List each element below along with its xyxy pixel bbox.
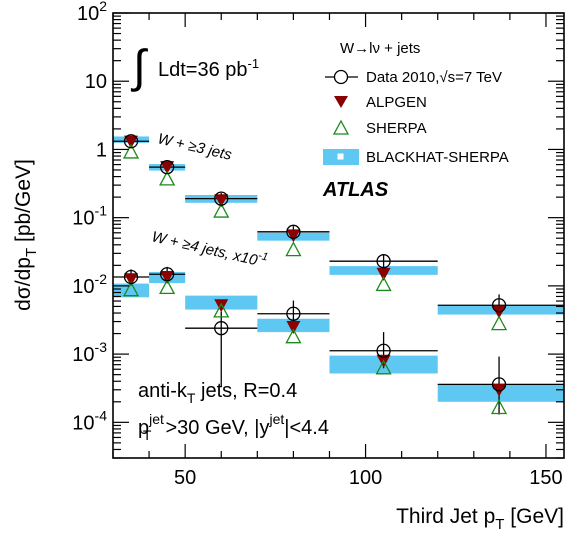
data-point bbox=[123, 269, 139, 285]
alpgen-marker bbox=[160, 270, 175, 284]
alpgen-marker bbox=[286, 229, 301, 243]
legend-entry-sherpa: SHERPA bbox=[332, 119, 427, 137]
y-tick-label: 10-3 bbox=[72, 339, 107, 366]
legend-label-blackhat: BLACKHAT-SHERPA bbox=[366, 149, 509, 166]
cuts-line-1: anti-kT jets, R=0.4 bbox=[138, 380, 297, 406]
sherpa-marker bbox=[213, 302, 230, 318]
legend-entry-blackhat: BLACKHAT-SHERPA bbox=[323, 149, 509, 166]
y-tick-label: 102 bbox=[77, 0, 107, 25]
sherpa-marker bbox=[159, 279, 176, 295]
y-tick-label: 1 bbox=[96, 139, 107, 161]
atlas-label: ATLAS bbox=[322, 179, 389, 201]
data-point bbox=[214, 191, 229, 206]
alpgen-marker bbox=[286, 320, 301, 334]
cuts-line-2: pjet T >30 GeV, |yjet|<4.4 bbox=[138, 411, 329, 443]
legend-label-sherpa: SHERPA bbox=[366, 120, 427, 137]
y-tick-label: 10-1 bbox=[72, 203, 107, 230]
sherpa-marker bbox=[159, 170, 176, 186]
legend-title: W→lν + jets bbox=[340, 40, 420, 57]
alpgen-marker bbox=[124, 135, 139, 149]
data-point bbox=[123, 134, 139, 149]
sherpa-marker bbox=[285, 241, 302, 257]
sherpa-marker bbox=[213, 202, 230, 218]
legend-entry-alpgen: ALPGEN bbox=[334, 94, 427, 111]
data-point bbox=[159, 160, 175, 175]
luminosity-label: ∫ Ldt=36 pb-1 bbox=[130, 40, 259, 92]
data-markers bbox=[113, 134, 564, 415]
y-tick-label: 10 bbox=[85, 71, 107, 93]
alpgen-marker bbox=[214, 299, 229, 313]
axis-ticks bbox=[112, 12, 564, 459]
svg-text:Ldt=36 pb-1: Ldt=36 pb-1 bbox=[158, 56, 259, 81]
data-point bbox=[286, 224, 301, 239]
data-point bbox=[491, 377, 507, 392]
y-tick-label: 10-2 bbox=[72, 271, 107, 298]
x-tick-label: 50 bbox=[174, 467, 196, 489]
alpgen-marker bbox=[124, 273, 139, 287]
blackhat-bands bbox=[113, 136, 564, 402]
legend-label-alpgen: ALPGEN bbox=[366, 94, 427, 111]
alpgen-marker bbox=[214, 194, 229, 208]
x-tick-label: 100 bbox=[349, 467, 382, 489]
integral-sign: ∫ bbox=[130, 40, 148, 92]
alpgen-marker bbox=[376, 267, 391, 281]
series4-annotation: W + ≥4 jets, x10-1 bbox=[150, 225, 269, 271]
data-point bbox=[376, 254, 391, 269]
sherpa-marker bbox=[490, 315, 508, 331]
plot-frame bbox=[112, 12, 565, 459]
sherpa-marker bbox=[375, 359, 392, 375]
legend-entry-data: Data 2010,√s=7 TeV bbox=[325, 69, 502, 86]
sherpa-marker bbox=[122, 143, 140, 159]
x-axis-label: Third Jet pT [GeV] bbox=[396, 505, 564, 533]
y-tick-label: 10-4 bbox=[72, 407, 107, 434]
tick-labels: 50 100 150 10-4 10-3 10-2 10-1 1 10 102 bbox=[72, 0, 562, 489]
data-point bbox=[376, 343, 391, 358]
data-point bbox=[286, 306, 301, 321]
sherpa-marker bbox=[122, 281, 140, 297]
legend: W→lν + jets Data 2010,√s=7 TeV ALPGEN SH… bbox=[323, 40, 509, 166]
alpgen-marker bbox=[160, 161, 175, 175]
y-axis-label: dσ/dpT [pb/GeV] bbox=[12, 159, 40, 311]
data-point bbox=[159, 267, 175, 282]
data-point bbox=[491, 298, 507, 313]
series3-annotation: W + ≥3 jets bbox=[156, 130, 234, 164]
sherpa-marker bbox=[285, 328, 302, 344]
legend-label-data: Data 2010,√s=7 TeV bbox=[366, 69, 502, 86]
data-point bbox=[214, 321, 229, 336]
sherpa-marker bbox=[375, 276, 392, 292]
x-tick-label: 150 bbox=[529, 467, 562, 489]
sherpa-marker bbox=[490, 399, 508, 415]
